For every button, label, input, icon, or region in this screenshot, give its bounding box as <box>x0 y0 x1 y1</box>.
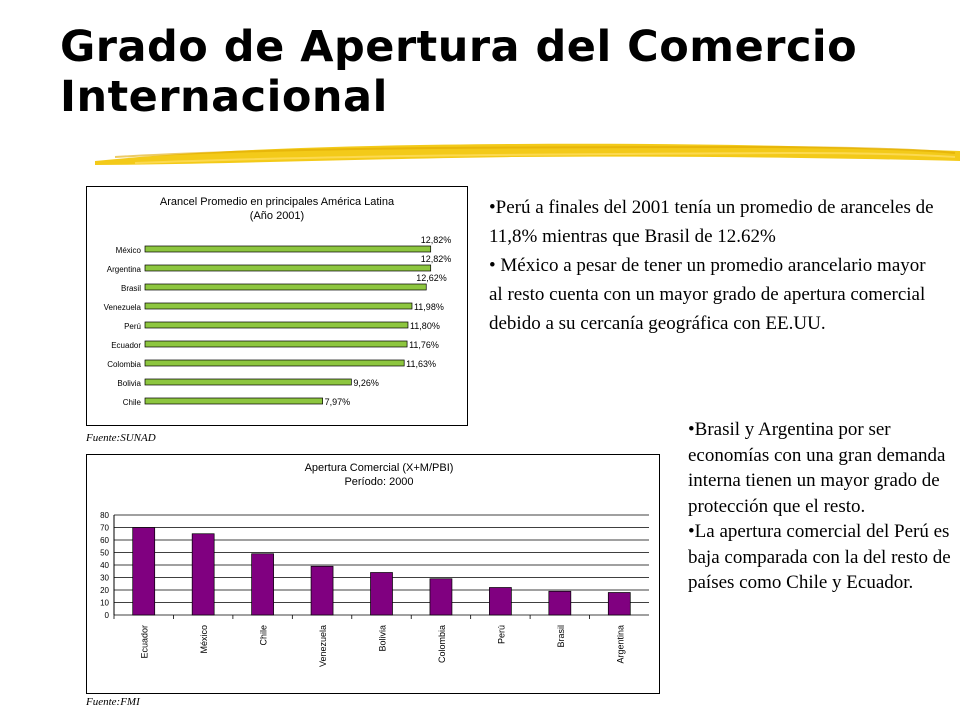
openness-chart-panel: Apertura Comercial (X+M/PBI) Período: 20… <box>86 454 660 694</box>
tariff-chart-panel: Arancel Promedio en principales América … <box>86 186 468 426</box>
slide-title: Grado de Apertura del Comercio Internaci… <box>60 22 858 122</box>
x-category-label: Colombia <box>437 625 447 663</box>
tariff-bar <box>144 302 413 310</box>
x-category-label: México <box>199 625 209 654</box>
tariff-bar <box>144 283 427 291</box>
tariff-bar <box>144 321 409 329</box>
x-category-label: Argentina <box>615 625 625 664</box>
openness-chart-title: Apertura Comercial (X+M/PBI) <box>305 462 454 474</box>
tariff-bar <box>144 397 323 405</box>
openness-bar <box>607 592 631 616</box>
y-tick-label: 50 <box>100 549 109 558</box>
tariff-category-label: Bolivia <box>117 379 141 388</box>
y-tick-label: 60 <box>100 536 109 545</box>
tariff-category-label: Colombia <box>107 360 141 369</box>
x-category-label: Perú <box>496 625 506 644</box>
tariff-bar <box>144 378 352 386</box>
openness-chart-subtitle: Período: 2000 <box>344 476 413 488</box>
tariff-bar <box>144 245 432 253</box>
tariff-category-label: Venezuela <box>104 303 142 312</box>
bullet-mexico-openness: • México a pesar de tener un promedio ar… <box>489 255 926 334</box>
openness-chart-source: Fuente:FMI <box>86 696 140 708</box>
openness-bar <box>251 553 274 616</box>
openness-bar <box>429 578 453 616</box>
x-category-label: Ecuador <box>140 625 150 659</box>
openness-bar <box>370 572 393 616</box>
x-category-label: Bolivia <box>378 625 388 652</box>
x-category-label: Venezuela <box>318 625 328 667</box>
tariff-category-label: Ecuador <box>111 341 141 350</box>
tariff-chart-subtitle: (Año 2001) <box>250 210 304 222</box>
tariff-category-label: Brasil <box>121 284 141 293</box>
tariff-value-label: 7,97% <box>325 397 351 407</box>
tariff-value-label: 11,63% <box>406 359 436 369</box>
bullet-brasil-argentina: •Brasil y Argentina por ser economías co… <box>688 419 946 517</box>
tariff-value-label: 11,80% <box>410 321 440 331</box>
y-tick-label: 10 <box>100 599 109 608</box>
tariff-value-label: 11,76% <box>409 340 439 350</box>
tariff-value-label: 12,82% <box>421 254 452 264</box>
tariff-bar <box>144 264 432 272</box>
openness-bar <box>132 527 156 616</box>
tariff-value-label: 12,82% <box>421 235 452 245</box>
y-tick-label: 20 <box>100 586 109 595</box>
tariff-chart-source: Fuente:SUNAD <box>86 432 156 444</box>
title-underline-brushstroke <box>95 143 960 165</box>
tariff-value-label: 11,98% <box>414 302 444 312</box>
openness-bar-chart: Apertura Comercial (X+M/PBI) Período: 20… <box>100 462 649 667</box>
y-tick-label: 70 <box>100 524 109 533</box>
tariff-value-label: 12,62% <box>416 273 447 283</box>
tariff-bar <box>144 340 408 348</box>
tariff-category-label: México <box>116 246 142 255</box>
bullet-peru-tariffs: •Perú a finales del 2001 tenía un promed… <box>489 197 934 247</box>
x-category-label: Brasil <box>556 625 566 648</box>
openness-bar <box>548 590 572 616</box>
openness-bar <box>489 587 512 616</box>
bullet-peru-low-openness: •La apertura comercial del Perú es baja … <box>688 521 951 593</box>
y-tick-label: 0 <box>105 611 110 620</box>
tariff-category-label: Argentina <box>107 265 142 274</box>
top-text-block: •Perú a finales del 2001 tenía un promed… <box>489 193 939 338</box>
y-tick-label: 80 <box>100 511 109 520</box>
tariff-chart-title: Arancel Promedio en principales América … <box>160 196 395 208</box>
x-category-label: Chile <box>259 625 269 646</box>
tariff-category-label: Perú <box>124 322 141 331</box>
tariff-bar <box>144 359 405 367</box>
tariff-bar-chart: Arancel Promedio en principales América … <box>104 196 452 407</box>
openness-bar <box>191 533 215 616</box>
tariff-value-label: 9,26% <box>353 378 379 388</box>
y-tick-label: 40 <box>100 561 109 570</box>
openness-bar <box>310 565 334 616</box>
y-tick-label: 30 <box>100 574 109 583</box>
tariff-category-label: Chile <box>123 398 142 407</box>
bottom-text-block: •Brasil y Argentina por ser economías co… <box>688 417 953 596</box>
